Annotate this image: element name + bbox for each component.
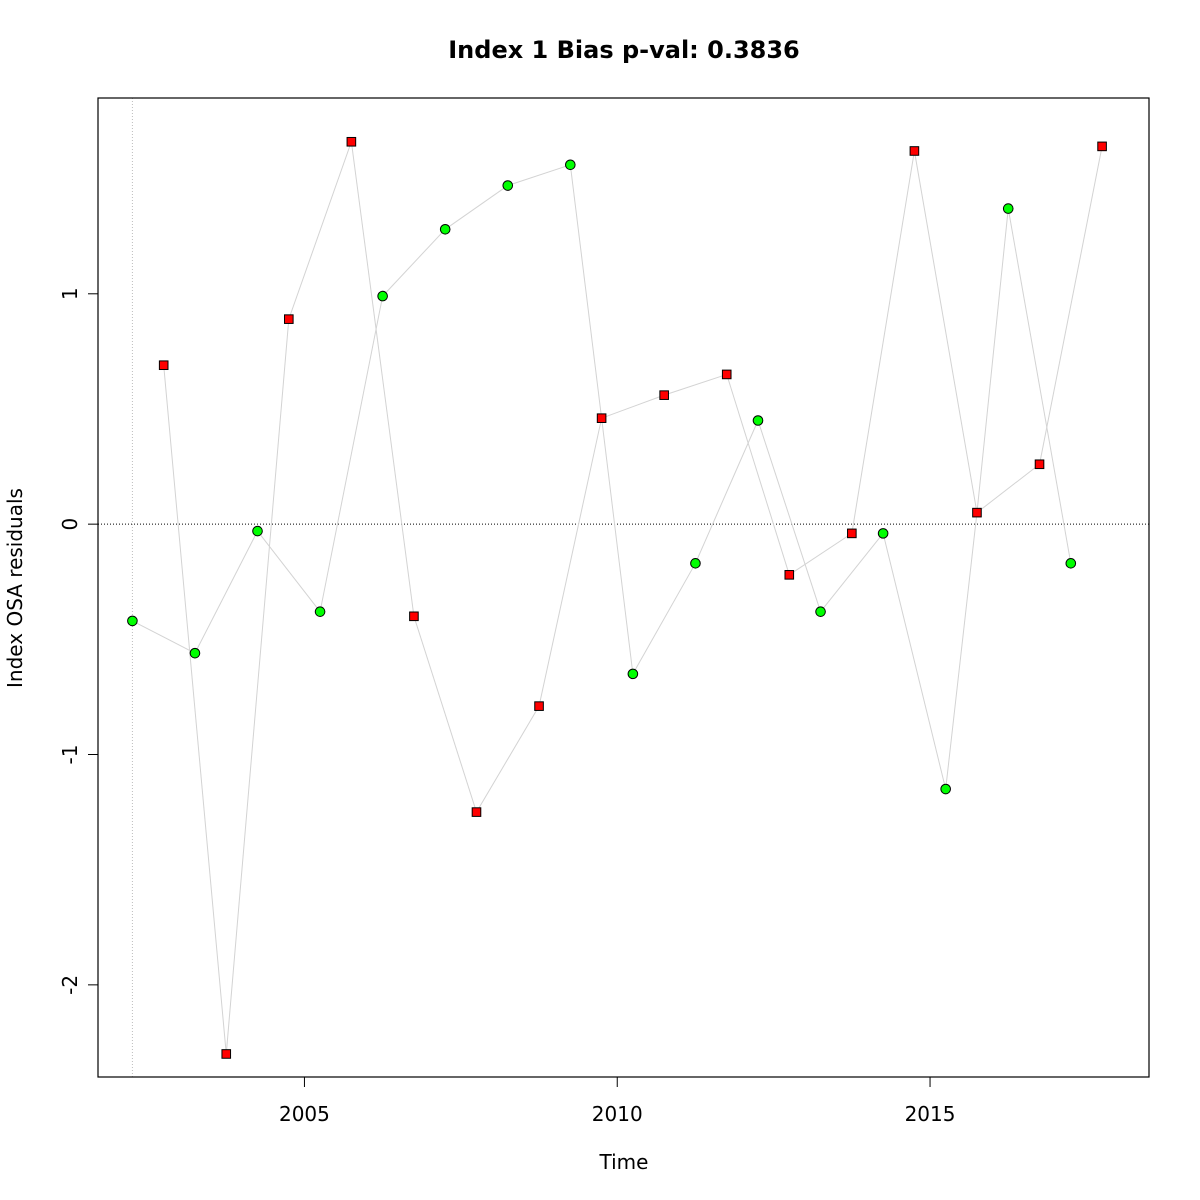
connector-segment [507,164,571,187]
data-point-square [346,136,357,147]
connector-segment [882,533,947,790]
data-point-circle [565,159,576,171]
connector-segment [976,463,1040,514]
connector-segment [945,512,978,790]
chart-title: Index 1 Bias p-val: 0.3836 [448,36,800,64]
connector-segment [601,418,634,674]
data-point-circle [314,606,326,617]
connector-segment [569,164,603,419]
connector-segment [413,616,477,813]
x-axis-label: Time [599,1150,649,1174]
y-axis: 1 0 -1 -2 [58,287,98,995]
connector-segment [664,373,727,396]
x-tick-label: 2010 [592,1102,643,1126]
data-point-circle [877,528,889,539]
connector-segment [225,319,290,1055]
connector-lines [132,141,1103,1055]
connector-segment [789,532,853,576]
connector-segment [1039,146,1103,465]
connector-segment [1007,208,1072,564]
connector-segment [163,365,227,1055]
connector-segment [132,620,196,654]
data-point-square [909,146,920,156]
connector-segment [757,420,822,612]
data-point-square [409,611,419,622]
connector-segment [694,420,759,564]
data-point-square [1097,141,1107,152]
connector-segment [257,530,321,612]
data-point-circle [377,290,388,302]
connector-segment [913,150,978,513]
connector-segment [382,228,446,297]
data-point-circle [752,415,764,426]
data-point-circle [439,224,451,235]
connector-segment [632,563,696,675]
x-tick-label: 2005 [279,1102,330,1126]
data-point-square [596,413,607,423]
data-point-square [284,314,294,324]
y-tick-label: 1 [58,287,82,300]
connector-segment [538,418,603,707]
data-point-square [221,1049,232,1059]
connector-segment [601,394,665,419]
connector-segment [319,296,384,612]
connector-segment [851,150,915,534]
y-tick-label: 0 [58,518,82,531]
data-point-square [659,390,669,400]
connector-segment [476,705,540,813]
data-point-circle [1065,558,1077,569]
data-point-square [1034,459,1045,470]
data-point-circle [940,783,951,795]
data-point-circle [502,180,514,191]
data-point-circle [627,668,639,680]
connector-segment [194,530,258,654]
data-point-square [972,507,982,518]
data-point-circle [189,647,201,659]
data-point-circle [1002,203,1014,214]
data-point-square [471,807,482,817]
reference-lines [98,98,1149,1077]
data-point-circle [127,615,138,627]
connector-segment [976,208,1009,513]
data-point-circle [690,558,701,569]
y-tick-label: -2 [58,975,82,995]
connector-segment [288,141,352,320]
data-point-circle [815,606,826,617]
y-axis-label: Index OSA residuals [3,488,27,688]
connector-segment [350,141,415,617]
connector-segment [444,185,509,230]
data-point-circle [252,525,263,537]
data-point-square [847,528,857,539]
data-point-square [721,369,732,380]
data-point-square [534,701,544,711]
plot-frame [97,97,1150,1078]
y-tick-label: -1 [58,745,82,765]
x-axis: 2005 2010 2015 [279,1077,956,1126]
connector-segment [820,533,884,612]
data-point-square [784,570,795,580]
connector-segment [726,374,790,575]
x-tick-label: 2015 [905,1102,956,1126]
data-points [127,136,1107,1059]
data-point-square [158,360,169,371]
